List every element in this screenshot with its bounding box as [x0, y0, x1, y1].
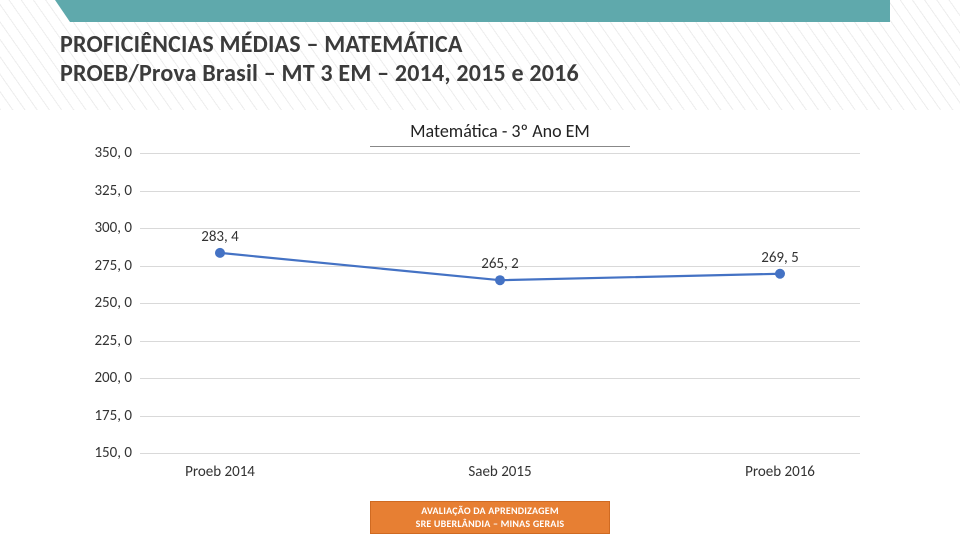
gridline	[140, 453, 860, 454]
chart-marker	[775, 269, 785, 279]
y-tick-label: 350, 0	[80, 144, 132, 162]
chart-plot-area: 350, 0325, 0300, 0275, 0250, 0225, 0200,…	[140, 153, 860, 453]
footer-line-1: AVALIAÇÃO DA APRENDIZAGEM	[377, 505, 603, 518]
y-tick-label: 300, 0	[80, 219, 132, 237]
header-teal-wedge-left	[55, 0, 70, 22]
slide-title: PROFICIÊNCIAS MÉDIAS – MATEMÁTICA PROEB/…	[60, 30, 579, 88]
y-tick-label: 325, 0	[80, 182, 132, 200]
chart-svg	[140, 153, 860, 453]
footer-banner: AVALIAÇÃO DA APRENDIZAGEM SRE UBERLÂNDIA…	[370, 501, 610, 534]
x-tick-label: Saeb 2015	[468, 463, 531, 481]
data-label: 283, 4	[201, 228, 239, 246]
y-tick-label: 175, 0	[80, 407, 132, 425]
y-tick-label: 275, 0	[80, 257, 132, 275]
title-line-1: PROFICIÊNCIAS MÉDIAS – MATEMÁTICA	[60, 30, 579, 59]
chart-marker	[215, 248, 225, 258]
footer-line-2: SRE UBERLÂNDIA – MINAS GERAIS	[377, 518, 603, 531]
y-tick-label: 150, 0	[80, 444, 132, 462]
title-line-2: PROEB/Prova Brasil – MT 3 EM – 2014, 201…	[60, 59, 579, 88]
chart-marker	[495, 275, 505, 285]
y-tick-label: 200, 0	[80, 369, 132, 387]
header-band: PROFICIÊNCIAS MÉDIAS – MATEMÁTICA PROEB/…	[0, 0, 960, 110]
y-tick-label: 225, 0	[80, 332, 132, 350]
x-tick-label: Proeb 2014	[185, 463, 255, 481]
x-tick-label: Proeb 2016	[745, 463, 815, 481]
data-label: 265, 2	[481, 255, 519, 273]
data-label: 269, 5	[761, 249, 799, 267]
chart-container: Matemática - 3º Ano EM 350, 0325, 0300, …	[140, 120, 860, 480]
header-teal-bar	[70, 0, 890, 22]
y-tick-label: 250, 0	[80, 294, 132, 312]
y-axis-labels: 350, 0325, 0300, 0275, 0250, 0225, 0200,…	[80, 153, 132, 453]
chart-title: Matemática - 3º Ano EM	[370, 120, 630, 147]
